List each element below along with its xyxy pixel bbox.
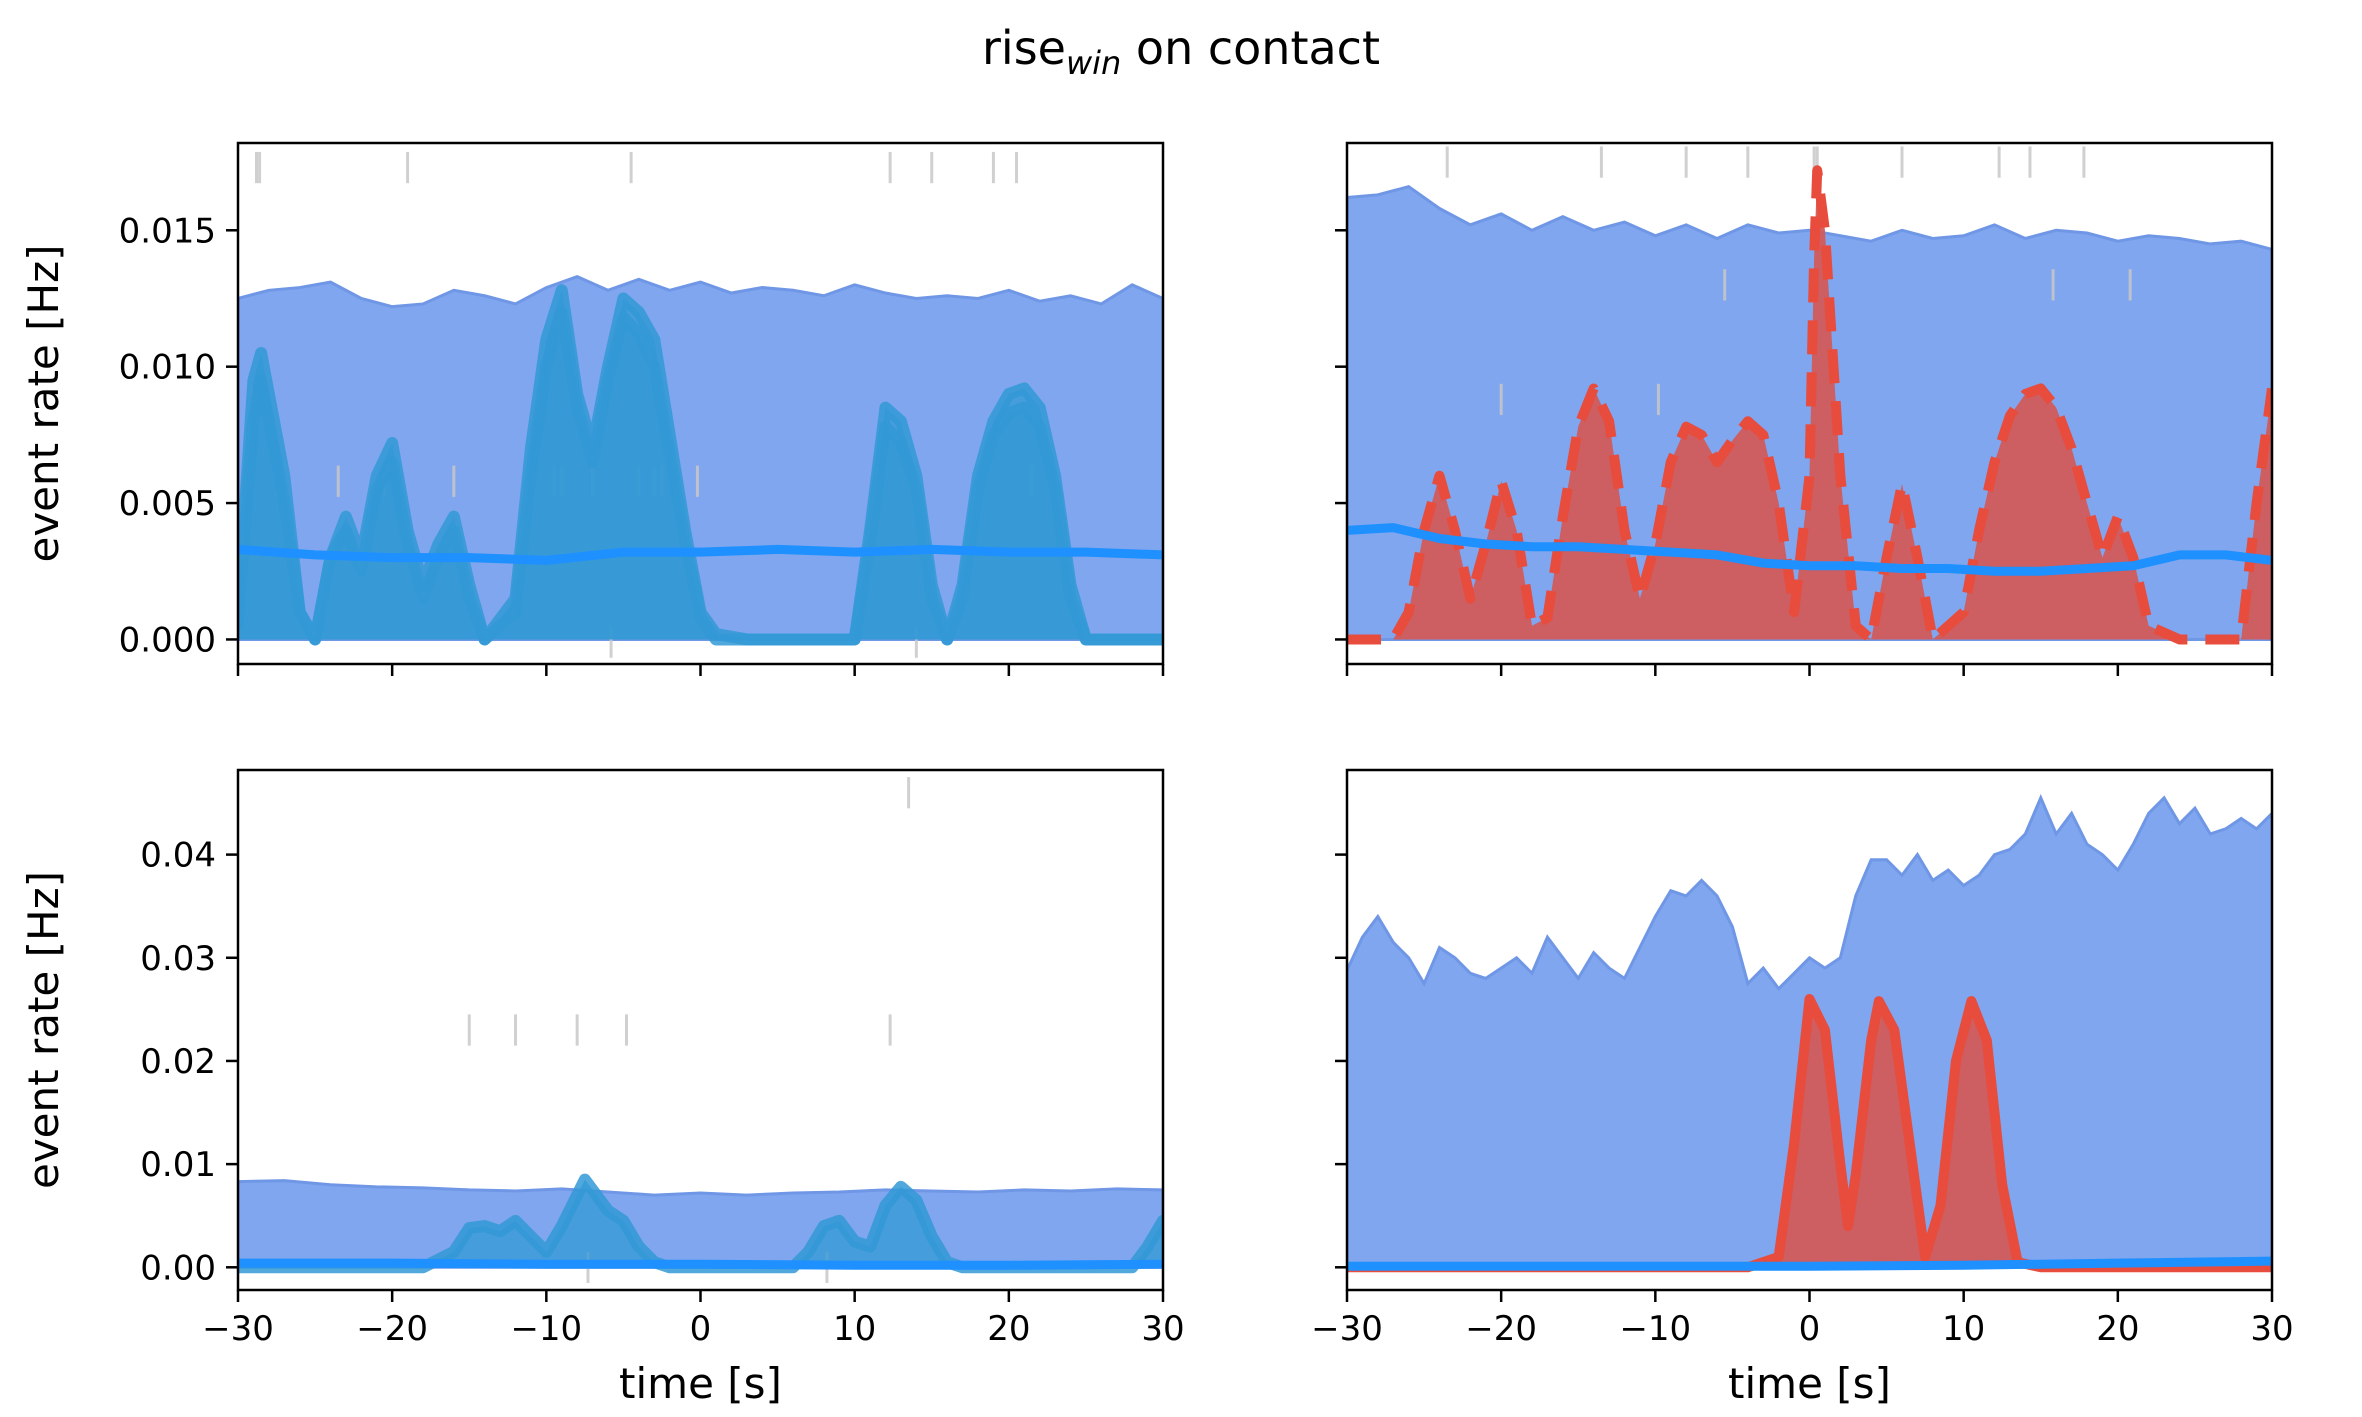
plot-area — [1347, 146, 2272, 645]
figure-title-main: rise — [982, 21, 1066, 75]
y-tick-label: 0.03 — [140, 939, 216, 979]
x-tick-label: 20 — [987, 1309, 1030, 1349]
x-tick-label: −30 — [202, 1309, 274, 1349]
chart-panel-top-left: 0.000 0.005 0.010 0.015 event rate [Hz] — [19, 141, 1165, 676]
y-tick-label: 0.015 — [119, 211, 216, 251]
x-axis-label: time [s] — [1728, 1359, 1891, 1408]
x-tick-label: −30 — [1311, 1309, 1383, 1349]
chart-panel-top-right — [1335, 141, 2274, 676]
x-tick-label: 0 — [690, 1309, 712, 1349]
figure-title: risewin on contact — [982, 21, 1380, 82]
plot-area — [1347, 794, 2272, 1273]
y-tick-label: 0.005 — [119, 484, 216, 524]
y-tick-label: 0.04 — [140, 836, 216, 876]
figure-title-subscript: win — [1066, 44, 1121, 82]
y-axis-label: event rate [Hz] — [19, 871, 68, 1189]
mean-line — [1347, 1256, 2272, 1271]
plot-area — [238, 151, 1163, 658]
mean-line — [238, 1258, 1163, 1270]
plot-area — [238, 777, 1163, 1283]
trace-line — [238, 306, 1163, 646]
figure-title-rest: on contact — [1121, 21, 1380, 75]
trace-fill — [1347, 999, 2272, 1268]
y-tick-label: 0.02 — [140, 1042, 216, 1082]
chart-panel-bottom-left: −30 −20 −10 0 10 20 30 0.00 0.01 0.02 0.03 0.04 time… — [19, 768, 1185, 1408]
x-tick-label: −20 — [356, 1309, 428, 1349]
trace-fill — [1347, 170, 2272, 640]
mean-line — [238, 544, 1163, 565]
y-tick-label: 0.010 — [119, 348, 216, 388]
x-tick-label: −10 — [1619, 1309, 1691, 1349]
y-tick-label: 0.01 — [140, 1145, 216, 1185]
x-tick-label: 0 — [1799, 1309, 1821, 1349]
x-tick-label: −20 — [1465, 1309, 1537, 1349]
x-axis-label: time [s] — [619, 1359, 782, 1408]
x-tick-label: 10 — [1942, 1309, 1985, 1349]
y-tick-label: 0.000 — [119, 620, 216, 660]
x-tick-label: 20 — [2096, 1309, 2139, 1349]
band-area — [238, 1179, 1163, 1269]
chart-panel-bottom-right: −30 −20 −10 0 10 20 30 time [s] — [1311, 768, 2294, 1408]
x-tick-label: 30 — [2250, 1309, 2293, 1349]
x-tick-label: 10 — [833, 1309, 876, 1349]
x-tick-label: 30 — [1141, 1309, 1184, 1349]
y-axis-label: event rate [Hz] — [19, 244, 68, 562]
x-tick-label: −10 — [510, 1309, 582, 1349]
mean-line — [1347, 523, 2272, 576]
y-tick-label: 0.00 — [140, 1248, 216, 1288]
trace-line — [1347, 994, 2272, 1273]
